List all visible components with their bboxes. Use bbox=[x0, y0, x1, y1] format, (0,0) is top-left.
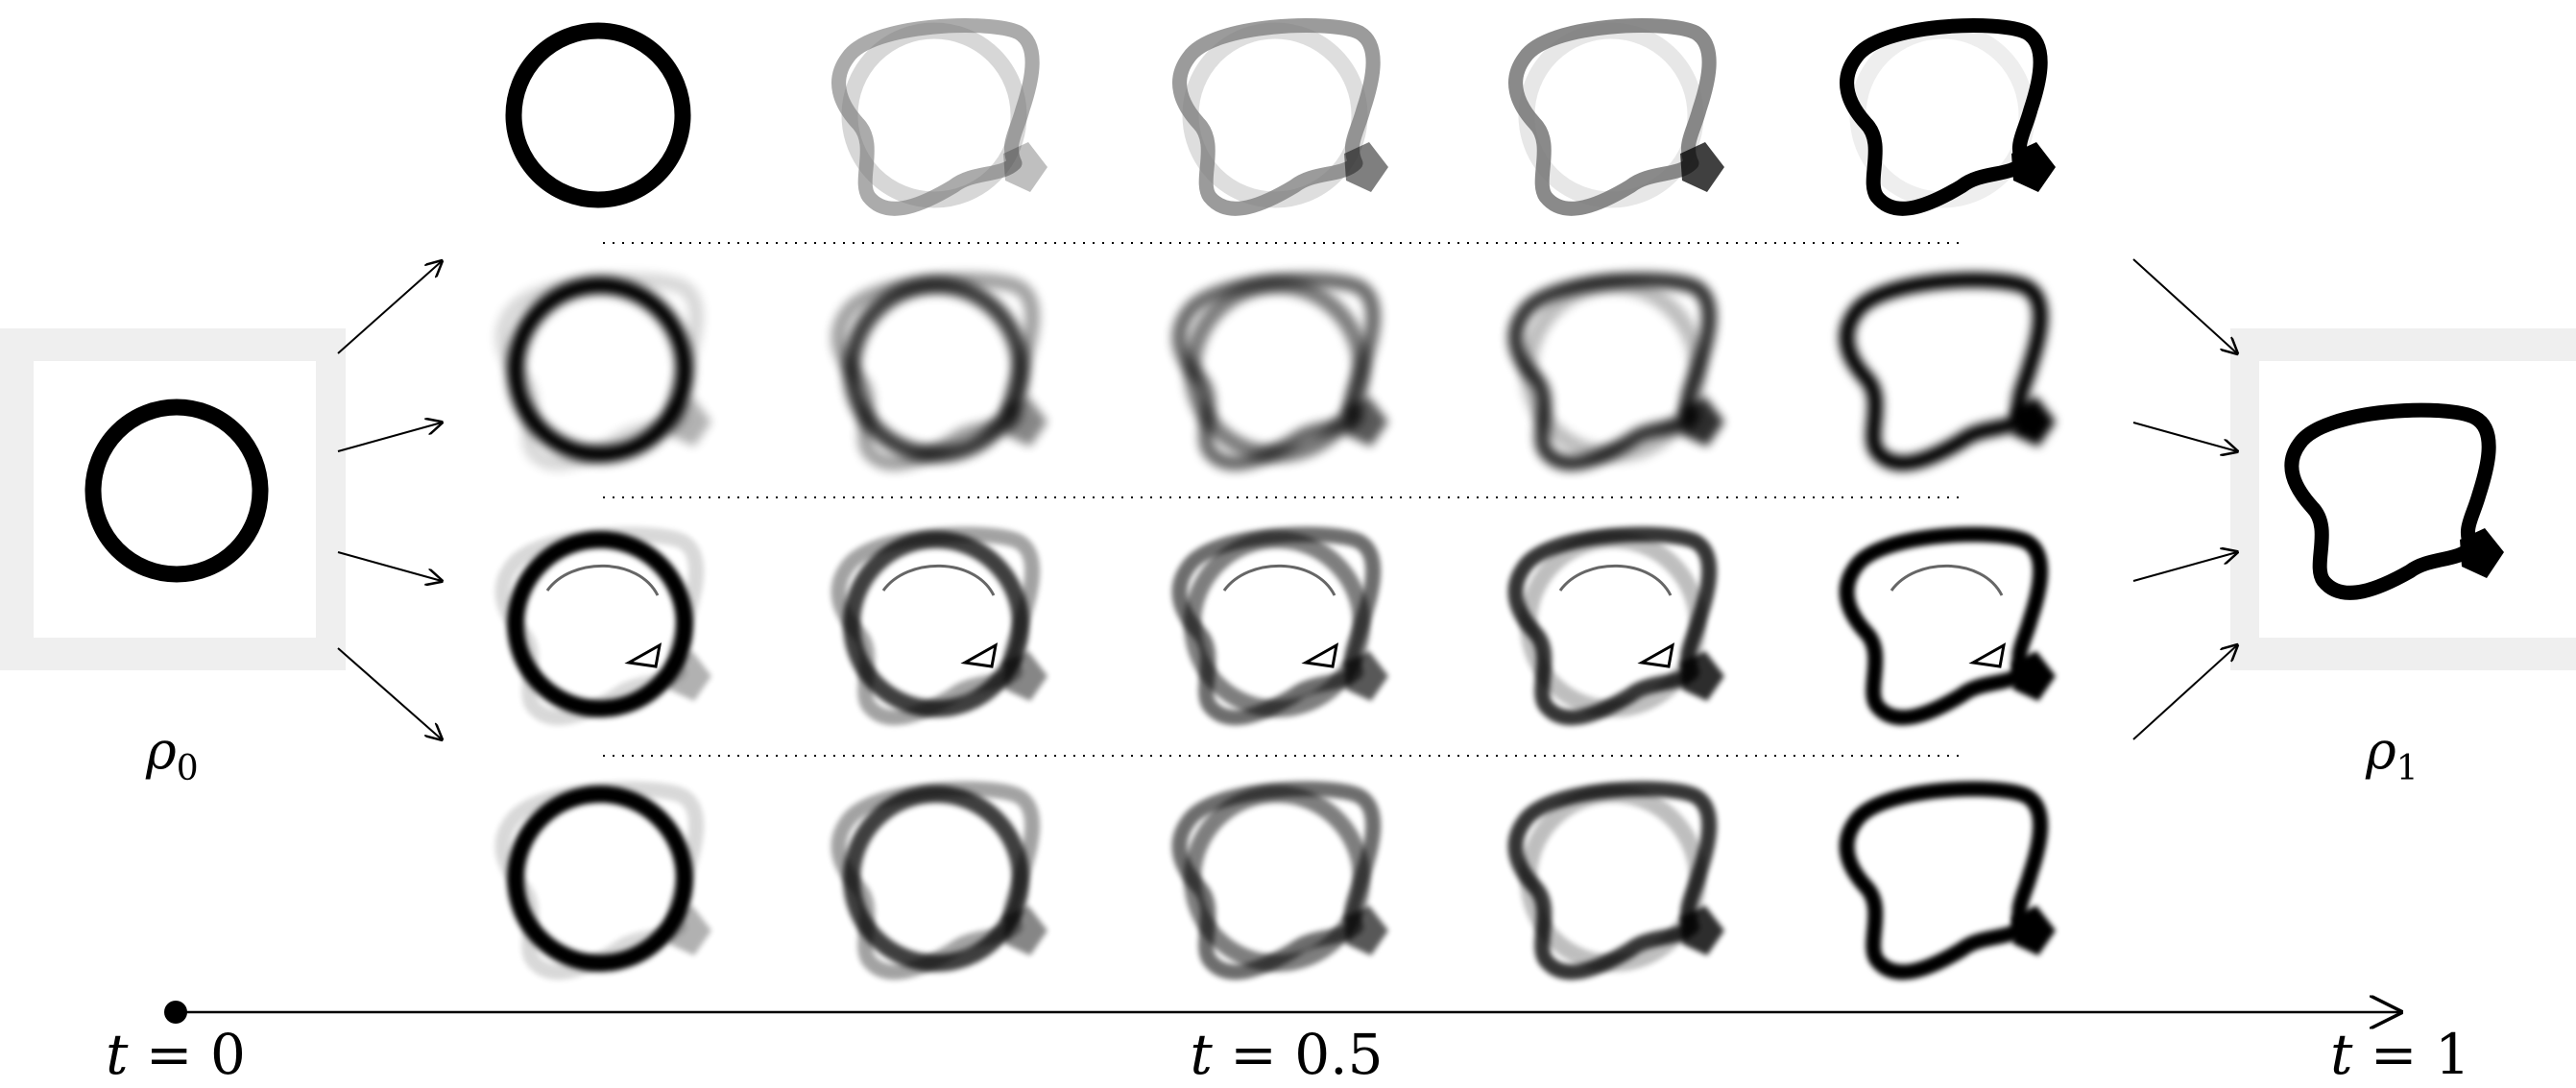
target-arrows bbox=[2132, 258, 2237, 740]
source-ring-icon bbox=[84, 399, 269, 583]
arrow-icon bbox=[2132, 422, 2237, 451]
frame-r4-c4 bbox=[1507, 781, 1724, 980]
frame-r3-c1 bbox=[494, 526, 711, 726]
row-separators bbox=[603, 242, 1963, 757]
target-shape-icon bbox=[2284, 402, 2504, 600]
frame-r1-c4 bbox=[1508, 18, 1724, 216]
time-origin-dot bbox=[164, 1001, 187, 1024]
target-label: ρ1 bbox=[2365, 720, 2419, 788]
time-axis bbox=[164, 1001, 2400, 1024]
frame-r2-c1 bbox=[494, 272, 711, 471]
frame-r3-c2 bbox=[831, 526, 1047, 726]
frame-r1-c3 bbox=[1172, 18, 1388, 216]
frame-r1-c2 bbox=[831, 18, 1047, 216]
frame-r4-c2 bbox=[831, 781, 1047, 980]
time-tick-start: t = 0 bbox=[106, 1022, 246, 1087]
source-panel bbox=[0, 328, 346, 670]
frame-r2-c4 bbox=[1507, 272, 1724, 471]
frame-r3-c5 bbox=[1839, 526, 2056, 726]
frame-r2-c5 bbox=[1839, 272, 2056, 471]
time-tick-end: t = 1 bbox=[2330, 1022, 2470, 1087]
arrow-icon bbox=[337, 423, 442, 452]
arrow-icon bbox=[337, 647, 442, 739]
arrow-icon bbox=[337, 551, 442, 581]
arrow-icon bbox=[337, 261, 442, 354]
frame-r3-c3 bbox=[1171, 526, 1388, 726]
source-arrows bbox=[337, 261, 442, 739]
frame-r2-c2 bbox=[831, 272, 1047, 471]
time-tick-mid: t = 0.5 bbox=[1190, 1022, 1383, 1087]
interpolation-grid bbox=[494, 18, 2056, 980]
frame-r4-c5 bbox=[1839, 781, 2056, 980]
frame-r1-c1 bbox=[505, 22, 691, 208]
arrow-icon bbox=[2132, 552, 2237, 582]
frame-r4-c1 bbox=[494, 781, 711, 980]
arrow-icon bbox=[2132, 645, 2237, 740]
source-label: ρ0 bbox=[145, 720, 199, 788]
frame-r4-c3 bbox=[1171, 781, 1388, 980]
target-panel bbox=[2230, 328, 2576, 670]
frame-r3-c4 bbox=[1507, 526, 1724, 726]
arrow-icon bbox=[2132, 258, 2237, 353]
frame-r2-c3 bbox=[1171, 272, 1388, 471]
frame-r1-c5 bbox=[1840, 18, 2056, 216]
